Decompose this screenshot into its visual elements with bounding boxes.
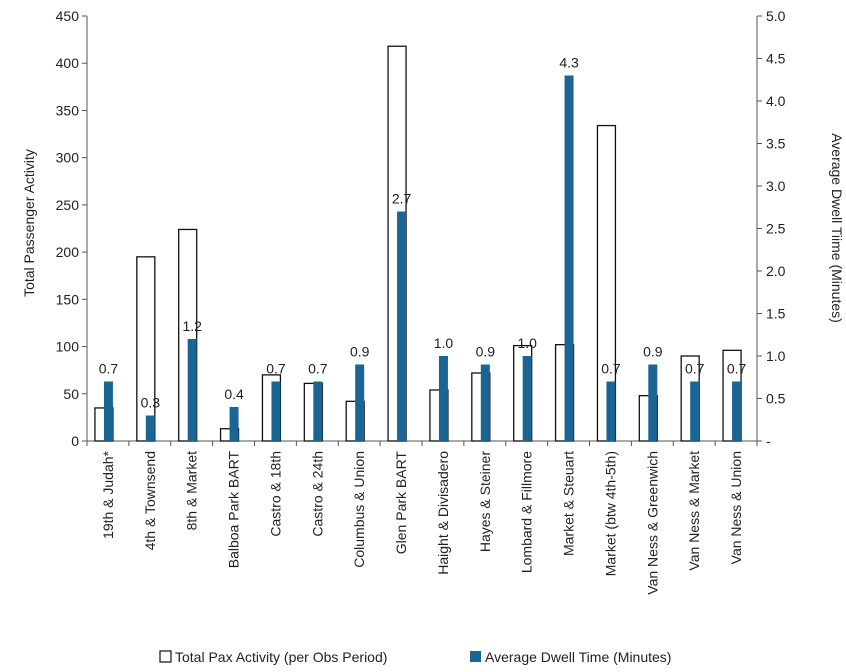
x-category-label: 19th & Judah* xyxy=(100,450,116,539)
y-axis-title-left: Total Passenger Activity xyxy=(21,149,37,297)
y-axis-right: - 0.5 1.0 1.5 2.0 2.5 3.0 3.5 4.0 4.5 5.0 xyxy=(757,8,786,449)
x-category-label: Glen Park BART xyxy=(393,451,409,555)
dwell-data-label: 4.3 xyxy=(559,55,579,71)
y-axis-left: 0 50 100 150 200 250 300 350 400 450 xyxy=(56,8,87,449)
dwell-bar xyxy=(564,75,574,441)
x-category-label: Lombard & Fillmore xyxy=(519,451,535,573)
y-axis-title-right: Average Dwell Tiime (Minutes) xyxy=(829,133,845,323)
x-category-label: 4th & Townsend xyxy=(142,451,158,550)
y-tick-label: 0 xyxy=(71,433,79,449)
dwell-data-label: 0.7 xyxy=(601,361,621,377)
legend: Total Pax Activity (per Obs Period) Aver… xyxy=(159,649,671,665)
dwell-bar xyxy=(522,356,532,441)
legend-label-dwell-time: Average Dwell Time (Minutes) xyxy=(485,649,671,665)
y2-tick-label: 2.0 xyxy=(766,263,786,279)
dwell-data-label: 0.7 xyxy=(685,361,705,377)
dwell-bar xyxy=(648,364,658,441)
dwell-bar xyxy=(187,339,197,441)
dwell-bar xyxy=(103,381,113,441)
pax-bar xyxy=(136,256,156,442)
dwell-data-label: 1.0 xyxy=(434,335,454,351)
y-tick-label: 200 xyxy=(56,244,80,260)
dwell-data-label: 1.0 xyxy=(517,335,537,351)
y2-tick-label: - xyxy=(766,433,771,449)
dwell-bar xyxy=(229,407,239,441)
y2-tick-label: 3.5 xyxy=(766,136,786,152)
x-category-label: Balboa Park BART xyxy=(226,451,242,569)
x-category-label: Market & Steuart xyxy=(561,451,577,556)
y2-tick-label: 4.0 xyxy=(766,93,786,109)
legend-swatch-dwell-time xyxy=(470,651,481,662)
legend-swatch-total-pax xyxy=(159,650,172,663)
y2-tick-label: 5.0 xyxy=(766,8,786,24)
y-tick-label: 350 xyxy=(56,102,80,118)
y2-tick-label: 0.5 xyxy=(766,391,786,407)
y2-tick-label: 4.5 xyxy=(766,51,786,67)
y-tick-label: 250 xyxy=(56,197,80,213)
dwell-data-label: 0.3 xyxy=(141,395,161,411)
dwell-bar xyxy=(313,381,323,441)
dwell-bar xyxy=(732,381,742,441)
dwell-data-label: 0.7 xyxy=(266,361,286,377)
y2-tick-label: 1.0 xyxy=(766,348,786,364)
x-category-label: Van Ness & Union xyxy=(728,451,744,564)
x-category-label: Columbus & Union xyxy=(351,451,367,568)
dwell-data-label: 2.7 xyxy=(392,191,412,207)
dwell-data-label: 1.2 xyxy=(182,318,202,334)
dwell-bar xyxy=(438,356,448,441)
y-tick-label: 450 xyxy=(56,8,80,24)
x-category-label: Castro & 18th xyxy=(267,451,283,537)
dwell-bar xyxy=(397,211,407,441)
dwell-data-label: 0.7 xyxy=(727,361,747,377)
dwell-bar xyxy=(606,381,616,441)
x-category-label: 8th & Market xyxy=(184,451,200,530)
y2-tick-label: 1.5 xyxy=(766,306,786,322)
y-tick-label: 400 xyxy=(56,55,80,71)
legend-label-total-pax: Total Pax Activity (per Obs Period) xyxy=(175,649,387,665)
dwell-data-label: 0.9 xyxy=(350,344,370,360)
dwell-data-label: 0.9 xyxy=(643,344,663,360)
x-category-label: Van Ness & Greenwich xyxy=(644,451,660,595)
y-tick-label: 150 xyxy=(56,291,80,307)
y-tick-label: 50 xyxy=(63,386,79,402)
x-category-label: Hayes & Steiner xyxy=(477,451,493,552)
y2-tick-label: 2.5 xyxy=(766,221,786,237)
dwell-bar xyxy=(355,364,365,441)
dwell-bar xyxy=(480,364,490,441)
x-category-label: Haight & Divisadero xyxy=(435,451,451,575)
x-axis: 19th & Judah* 4th & Townsend 8th & Market B… xyxy=(86,441,758,595)
dwell-data-label: 0.4 xyxy=(224,386,244,402)
x-category-label: Market (btw 4th-5th) xyxy=(602,451,618,576)
dwell-data-label: 0.9 xyxy=(476,344,496,360)
y-tick-label: 300 xyxy=(56,150,80,166)
x-category-label: Van Ness & Market xyxy=(686,451,702,571)
y2-tick-label: 3.0 xyxy=(766,178,786,194)
dwell-data-label: 0.7 xyxy=(308,361,328,377)
series-dwell-time xyxy=(103,75,742,441)
y-tick-label: 100 xyxy=(56,339,80,355)
x-category-label: Castro & 24th xyxy=(309,451,325,537)
dwell-bar xyxy=(690,381,700,441)
dwell-data-label: 0.7 xyxy=(99,361,119,377)
dwell-bar xyxy=(271,381,281,441)
dwell-bar xyxy=(145,415,155,441)
data-labels: 0.7 0.3 1.2 0.4 0.7 0.7 0.9 2.7 1.0 0.9 1.0 4.3 0.7 0… xyxy=(99,55,747,411)
